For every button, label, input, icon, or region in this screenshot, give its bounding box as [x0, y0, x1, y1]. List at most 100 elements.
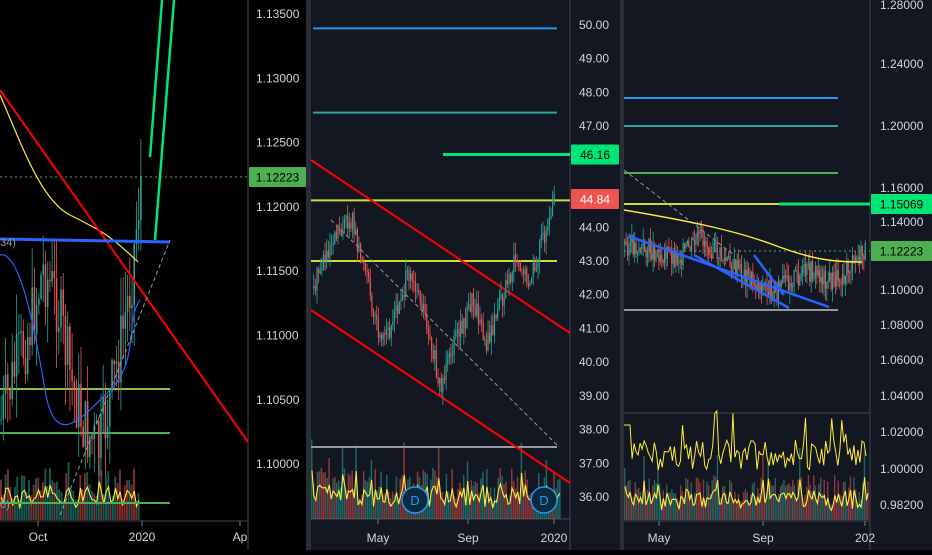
price-tick-label: 1.14000	[880, 215, 924, 229]
candle	[812, 251, 814, 284]
candle	[104, 382, 107, 478]
volume-bar	[797, 479, 799, 520]
candle	[419, 289, 421, 308]
chart-panel-eur-weekly[interactable]: 1.280001.240001.200001.160001.140001.120…	[623, 0, 932, 550]
candle	[342, 216, 344, 240]
volume-bar	[372, 500, 375, 519]
volume-bar	[639, 491, 642, 520]
candle	[497, 297, 499, 322]
time-tick-label: Sep	[752, 531, 774, 545]
volume-bar	[137, 493, 140, 520]
candle	[662, 258, 664, 267]
candle	[461, 314, 463, 335]
price-tick-label: 39.00	[579, 389, 609, 403]
volume-bar	[709, 494, 712, 520]
candle	[11, 333, 13, 406]
candle	[547, 217, 549, 236]
candle	[501, 293, 504, 318]
candle	[500, 281, 502, 301]
volume-bar	[734, 491, 736, 520]
candle	[514, 242, 517, 273]
volume-bar	[322, 472, 325, 519]
chart-panel-index[interactable]: 50.0049.0048.0047.0046.0045.0044.0043.00…	[310, 0, 620, 550]
volume-bar	[727, 501, 729, 520]
volume-bar	[107, 470, 110, 520]
candle	[757, 277, 760, 299]
time-tick-label: Sep	[457, 531, 479, 545]
candle	[641, 243, 643, 256]
volume-bar	[741, 501, 743, 520]
volume-bar	[387, 491, 390, 519]
candle	[122, 277, 124, 358]
volume-bar	[841, 496, 843, 520]
time-tick-label: Ap	[233, 530, 248, 544]
volume-bar	[60, 492, 63, 520]
candle	[347, 205, 349, 238]
volume-bar	[760, 477, 762, 520]
volume-bar	[42, 482, 44, 520]
volume-bar	[2, 494, 5, 520]
candle	[638, 240, 640, 256]
volume-bar	[347, 473, 350, 519]
candle	[804, 251, 807, 283]
volume-bar	[349, 475, 351, 519]
volume-bar	[49, 467, 51, 520]
candle	[18, 314, 20, 375]
volume-bar	[653, 479, 656, 520]
volume-bar	[718, 499, 720, 520]
candle	[698, 226, 700, 247]
chart-eur-weekly[interactable]: 1.280001.240001.200001.160001.140001.120…	[623, 0, 932, 550]
candle	[314, 278, 317, 296]
price-candles	[313, 185, 555, 405]
candle	[739, 258, 741, 274]
candle	[841, 264, 844, 298]
volume-bar	[839, 494, 841, 520]
candle	[408, 265, 410, 291]
candle	[861, 245, 864, 270]
volume-bar	[84, 473, 86, 520]
candle	[553, 185, 555, 206]
candle	[827, 271, 829, 290]
volume-bar	[389, 498, 392, 519]
volume-bar	[816, 500, 818, 520]
candle	[460, 309, 462, 349]
chart-index[interactable]: 50.0049.0048.0047.0046.0045.0044.0043.00…	[310, 0, 620, 550]
candle	[833, 263, 835, 288]
volume-bar	[683, 497, 685, 520]
volume-bar	[657, 463, 659, 520]
volume-bar	[725, 494, 727, 520]
price-tick-label: 1.12500	[256, 136, 300, 150]
candle	[413, 269, 415, 294]
volume-bar	[345, 489, 348, 519]
candle	[392, 308, 394, 331]
volume-bar	[811, 491, 813, 520]
candle	[675, 244, 677, 273]
volume-bar	[821, 493, 824, 520]
channel-upper-line	[627, 234, 830, 309]
candle	[66, 311, 69, 390]
chart-panel-eurusd-daily[interactable]: 1.13500 1.13000 1.12500 1.12000 1.11500 1.110…	[0, 0, 306, 550]
volume-bar	[627, 481, 629, 520]
volume-bar	[330, 495, 332, 519]
time-tick-label: 202	[855, 531, 875, 545]
candle	[430, 336, 433, 363]
panel-divider[interactable]	[620, 0, 624, 550]
candle	[100, 393, 102, 476]
volume-bar	[631, 496, 633, 520]
price-tick-label: 48.00	[579, 85, 609, 99]
chart-eurusd-daily[interactable]: 1.13500 1.13000 1.12500 1.12000 1.11500 1.110…	[0, 0, 306, 550]
candle	[456, 322, 458, 345]
volume-bar	[522, 482, 525, 519]
candle	[434, 345, 436, 372]
candle	[22, 319, 25, 366]
volume-bar	[466, 461, 469, 519]
candle	[453, 329, 455, 364]
candle	[447, 350, 449, 372]
candle	[826, 281, 828, 302]
volume-bar	[478, 492, 480, 519]
volume-bar	[792, 480, 794, 520]
volume-bar	[862, 482, 864, 520]
candle	[140, 139, 142, 251]
candle	[784, 269, 787, 287]
panel-divider[interactable]	[306, 0, 311, 550]
